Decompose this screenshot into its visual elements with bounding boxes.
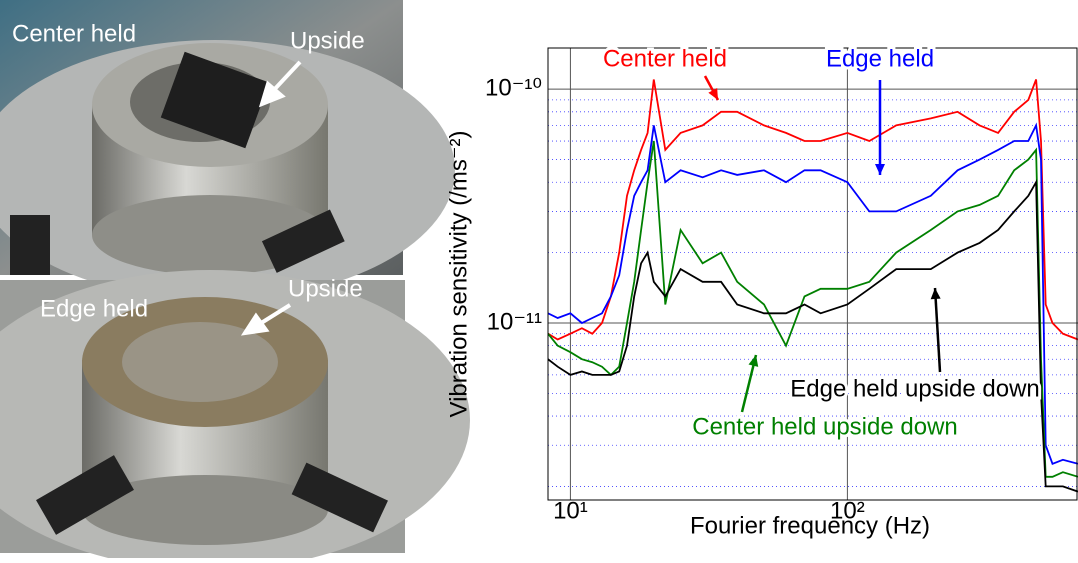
x-axis-label: Fourier frequency (Hz) [690,512,930,539]
series-label: Center held [603,45,727,72]
series-label: Edge held [826,45,934,72]
label-arrowhead [930,288,941,300]
photo-edge-held [0,270,470,563]
y-tick-label: 10⁻¹¹ [487,308,542,335]
plot-frame [547,47,1078,501]
photo-arrows [240,60,302,336]
x-tick-label: 10¹ [553,497,588,524]
y-axis-label: Vibration sensitivity (/ms⁻²) [445,131,472,418]
label-arrowhead [875,164,885,175]
photo-center-held [0,0,455,300]
x-tick-label: 10² [830,497,865,524]
series-line [548,122,1078,465]
photo-label: Upside [288,275,363,302]
y-tick-label: 10⁻¹⁰ [485,75,542,102]
label-arrowhead [748,355,759,367]
series-line [548,79,1078,341]
label-arrow [933,287,942,373]
photo-label: Edge held [40,295,148,322]
photo-label: Center held [12,20,136,47]
label-arrowhead [708,87,718,100]
series-label: Edge held upside down [790,375,1040,402]
series-label: Center held upside down [692,413,958,440]
annotations: Center held Edge held Center held upside d… [600,42,1043,443]
series-line [548,178,1078,493]
photo-label: Upside [290,27,365,54]
plot-lines [548,79,1078,493]
